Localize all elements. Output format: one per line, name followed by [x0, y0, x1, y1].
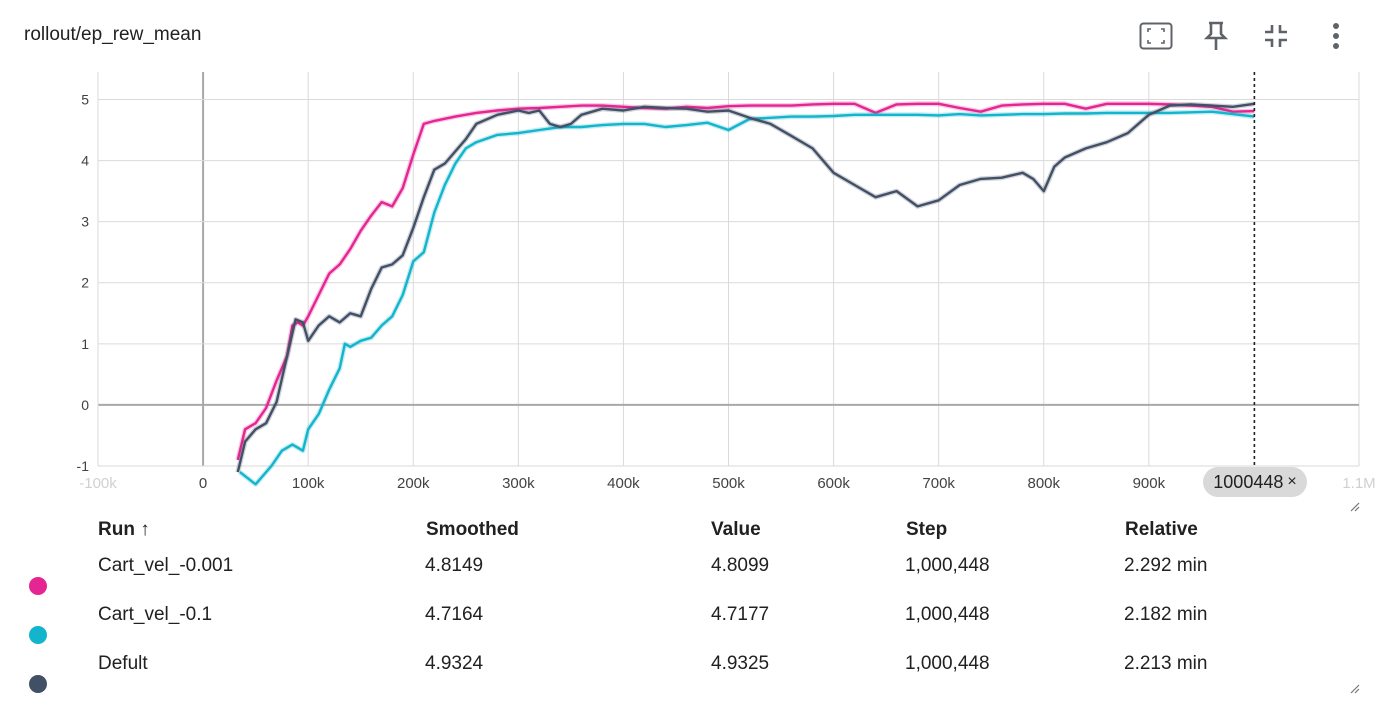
table-resize-handle-icon[interactable]	[1348, 682, 1360, 694]
relative-time: 2.292 min	[1124, 555, 1208, 576]
x-tick-label: -100k	[79, 475, 117, 492]
table-row: Cart_vel_-0.001 4.8149 4.8099 1,000,448 …	[0, 555, 1384, 604]
pin-button[interactable]	[1186, 14, 1246, 58]
y-tick-label: -1	[77, 458, 90, 474]
step-cursor-pill[interactable]: 1000448 ×	[1203, 467, 1307, 497]
run-color-dot	[29, 626, 47, 644]
series-line	[239, 110, 1255, 486]
more-vert-icon	[1333, 23, 1339, 49]
x-tick-label: 300k	[502, 475, 535, 492]
series-line	[236, 102, 1255, 473]
x-tick-label: 800k	[1027, 475, 1060, 492]
series-raw-line	[235, 101, 1255, 473]
run-name: Cart_vel_-0.001	[98, 555, 234, 576]
fit-domain-icon	[1139, 22, 1173, 50]
x-tick-label: 400k	[607, 475, 640, 492]
table-row: Defult 4.9324 4.9325 1,000,448 2.213 min	[0, 653, 1384, 702]
relative-time: 2.182 min	[1124, 604, 1208, 625]
collapse-icon	[1265, 25, 1287, 47]
card-toolbar	[1126, 14, 1366, 58]
y-tick-label: 3	[81, 214, 89, 230]
value: 4.8099	[711, 555, 770, 576]
run-name: Defult	[98, 653, 148, 674]
y-tick-label: 2	[81, 275, 89, 291]
column-header-relative[interactable]: Relative	[1125, 519, 1198, 540]
y-tick-label: 4	[81, 153, 89, 169]
x-tick-label: 500k	[712, 475, 745, 492]
x-tick-label: 200k	[397, 475, 430, 492]
close-icon[interactable]: ×	[1287, 473, 1297, 490]
x-tick-label: 100k	[292, 475, 325, 492]
step: 1,000,448	[905, 555, 990, 576]
x-tick-label: 0	[199, 475, 207, 492]
pin-icon	[1204, 21, 1228, 50]
collapse-button[interactable]	[1246, 14, 1306, 58]
x-tick-label: 1.1M	[1342, 475, 1375, 492]
relative-time: 2.213 min	[1124, 653, 1208, 674]
fit-domain-button[interactable]	[1126, 14, 1186, 58]
run-color-dot	[29, 675, 47, 693]
column-header-smoothed[interactable]: Smoothed	[426, 519, 519, 540]
column-header-value[interactable]: Value	[711, 519, 761, 540]
series-line	[236, 102, 1255, 461]
smoothed-value: 4.7164	[425, 604, 484, 625]
x-tick-label: 600k	[817, 475, 850, 492]
x-tick-label: 900k	[1133, 475, 1166, 492]
value: 4.7177	[711, 604, 770, 625]
table-row: Cart_vel_-0.1 4.7164 4.7177 1,000,448 2.…	[0, 604, 1384, 653]
smoothed-value: 4.8149	[425, 555, 484, 576]
y-tick-label: 1	[81, 336, 89, 352]
column-header-run[interactable]: Run ↑	[98, 519, 150, 540]
y-tick-label: 5	[81, 91, 89, 107]
card-title: rollout/ep_rew_mean	[24, 24, 202, 45]
y-tick-label: 0	[81, 397, 89, 413]
series-raw-line	[235, 101, 1255, 461]
run-name: Cart_vel_-0.1	[98, 604, 213, 625]
column-header-step[interactable]: Step	[906, 519, 948, 540]
smoothed-value: 4.9324	[425, 653, 484, 674]
run-color-dot	[29, 577, 47, 595]
series-raw-line	[238, 109, 1255, 487]
line-chart[interactable]: -1 0 1 2 3 4 5 -100k 0 100k 200k 300k 400k 500k 600k 70…	[0, 0, 1384, 505]
more-options-button[interactable]	[1306, 14, 1366, 58]
value: 4.9325	[711, 653, 770, 674]
step: 1,000,448	[905, 604, 990, 625]
step: 1,000,448	[905, 653, 990, 674]
chart-resize-handle-icon[interactable]	[1348, 500, 1360, 512]
step-cursor-label: 1000448	[1213, 471, 1284, 492]
x-tick-label: 700k	[922, 475, 955, 492]
